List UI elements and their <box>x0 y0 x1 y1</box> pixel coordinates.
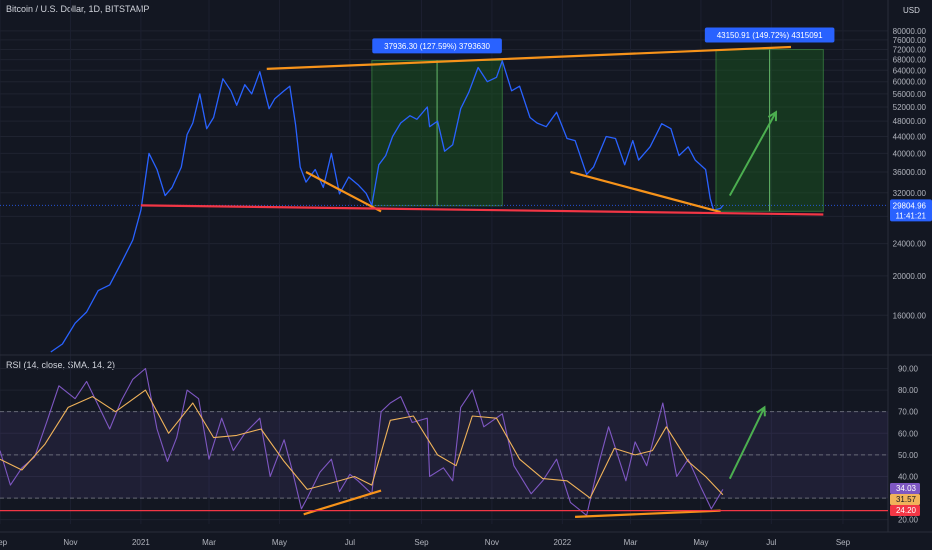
price-tick-label: 48000.00 <box>893 117 927 126</box>
btc-price-line <box>50 60 724 353</box>
rsi-value-label-3: 24.20 <box>896 506 917 515</box>
price-tick-label: 56000.00 <box>893 90 927 99</box>
time-tick-label: Sep <box>414 538 429 547</box>
rsi-value-tag-1 <box>890 483 920 494</box>
rsi-value-label-1: 34.03 <box>896 484 917 493</box>
last-price-countdown: 11:41:21 <box>895 211 926 220</box>
time-tick-label: Sep <box>0 538 8 547</box>
rsi-tick-label: 40.00 <box>898 472 919 481</box>
price-tick-label: 20000.00 <box>893 272 927 281</box>
price-tick-label: 60000.00 <box>893 78 927 87</box>
price-tick-label: 36000.00 <box>893 168 927 177</box>
price-trendline-2 <box>305 171 382 213</box>
time-tick-label: Nov <box>63 538 77 547</box>
rsi-title[interactable]: RSI (14, close, SMA, 14, 2) <box>6 360 116 370</box>
rsi-tick-label: 90.00 <box>898 364 919 373</box>
time-tick-label: Nov <box>485 538 499 547</box>
price-tick-label: 32000.00 <box>893 189 927 198</box>
rsi-trendline-2 <box>575 509 721 518</box>
rsi-value-tag-3 <box>890 505 920 516</box>
time-tick-label: Mar <box>624 538 638 547</box>
price-trendline-3 <box>570 170 721 214</box>
time-tick-label: May <box>272 538 287 547</box>
rsi-tick-label: 80.00 <box>898 386 919 395</box>
price-tick-label: 80000.00 <box>893 27 927 36</box>
price-projection-arrow-head <box>767 110 778 122</box>
rsi-projection-arrow-head <box>756 405 766 417</box>
rsi-tick-label: 20.00 <box>898 516 919 525</box>
price-tick-label: 40000.00 <box>893 149 927 158</box>
time-tick-label: 2022 <box>553 538 571 547</box>
rsi-sma-line <box>0 389 724 499</box>
currency-label: USD <box>903 6 920 15</box>
rsi-projection-arrow-shaft <box>728 406 766 480</box>
time-tick-label: Mar <box>202 538 216 547</box>
price-tick-label: 16000.00 <box>893 311 927 320</box>
price-trendline-4 <box>140 204 824 216</box>
time-tick-label: 2021 <box>132 538 150 547</box>
rsi-tick-label: 70.00 <box>898 408 919 417</box>
price-tick-label: 68000.00 <box>893 56 927 65</box>
range-box-1-label: 37936.30 (127.59%) 3793630 <box>384 42 490 51</box>
range-box-2-label: 43150.91 (149.72%) 4315091 <box>717 31 823 40</box>
time-tick-label: Jul <box>766 538 776 547</box>
symbol-title[interactable]: Bitcoin / U.S. Dollar, 1D, BITSTAMP <box>6 4 150 14</box>
time-tick-label: Sep <box>836 538 851 547</box>
price-tick-label: 72000.00 <box>893 45 927 54</box>
price-trendline-1 <box>266 45 792 71</box>
price-tick-label: 52000.00 <box>893 103 927 112</box>
last-price-tag <box>890 199 932 222</box>
time-tick-label: Jul <box>345 538 355 547</box>
last-price-value: 29804.96 <box>893 201 927 210</box>
range-box-1-tag <box>372 38 502 54</box>
price-tick-label: 24000.00 <box>893 240 927 249</box>
rsi-value-label-2: 31.57 <box>896 495 917 504</box>
rsi-line <box>0 367 724 516</box>
price-tick-label: 44000.00 <box>893 133 927 142</box>
time-tick-label: May <box>693 538 708 547</box>
range-box-2-tag <box>704 27 835 43</box>
price-tick-label: 76000.00 <box>893 36 927 45</box>
rsi-tick-label: 50.00 <box>898 451 919 460</box>
price-tick-label: 64000.00 <box>893 66 927 75</box>
price-projection-arrow-shaft <box>728 111 777 197</box>
rsi-tick-label: 60.00 <box>898 429 919 438</box>
rsi-value-tag-2 <box>890 494 920 505</box>
